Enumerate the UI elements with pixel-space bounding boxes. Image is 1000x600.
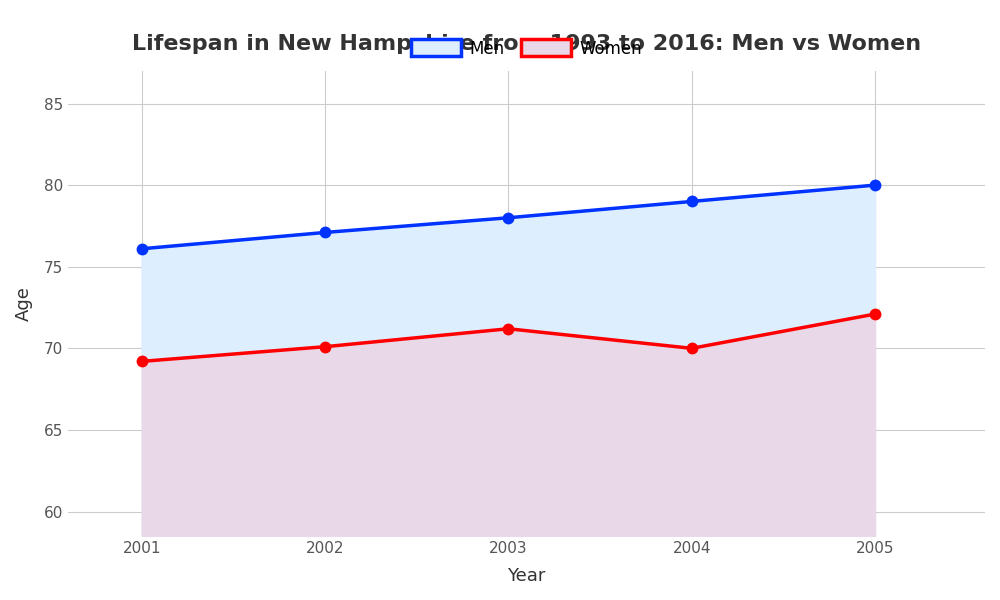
Legend: Men, Women: Men, Women: [404, 32, 649, 64]
Y-axis label: Age: Age: [15, 286, 33, 321]
X-axis label: Year: Year: [507, 567, 546, 585]
Title: Lifespan in New Hampshire from 1993 to 2016: Men vs Women: Lifespan in New Hampshire from 1993 to 2…: [132, 34, 921, 54]
